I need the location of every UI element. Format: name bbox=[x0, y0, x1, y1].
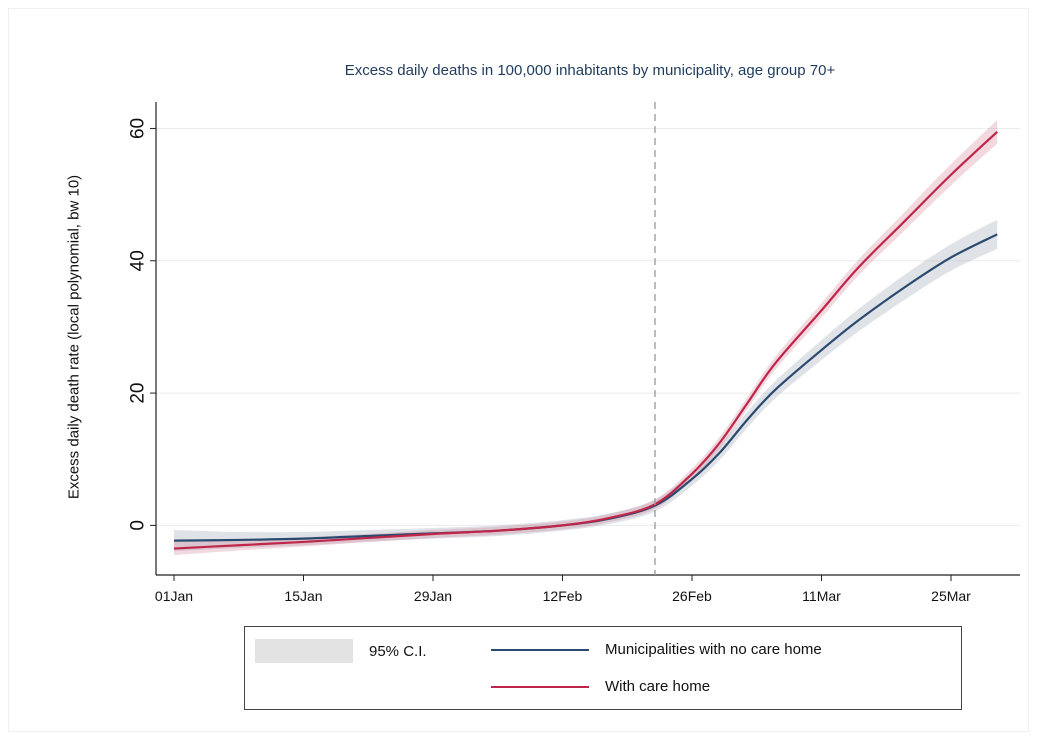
y-tick-label: 40 bbox=[128, 250, 149, 271]
series-line-1 bbox=[173, 233, 998, 542]
series-line-2 bbox=[173, 130, 998, 550]
legend-item-ci: 95% C.I. bbox=[255, 639, 427, 663]
y-tick-label: 0 bbox=[128, 520, 149, 531]
figure-frame bbox=[8, 8, 1029, 732]
x-tick-label: 12Feb bbox=[543, 588, 583, 604]
x-tick-label: 26Feb bbox=[672, 588, 712, 604]
x-tick-label: 25Mar bbox=[931, 588, 971, 604]
line-layer bbox=[173, 130, 998, 550]
ci-layer bbox=[174, 119, 998, 556]
ci-band-1 bbox=[174, 219, 998, 552]
y-tick-label: 60 bbox=[128, 118, 149, 139]
grid-layer bbox=[156, 127, 1020, 526]
legend-label-care-home: With care home bbox=[605, 678, 711, 695]
legend-ci-swatch bbox=[255, 639, 353, 663]
legend-item-care-home: With care home bbox=[491, 678, 710, 695]
axis-layer: 0 20 40 60 01Jan 15Jan 29Jan 12Feb 26Feb 11Mar 25M… bbox=[128, 102, 1020, 604]
y-tick-label: 20 bbox=[128, 383, 149, 404]
legend-item-no-care-home: Municipalities with no care home bbox=[491, 641, 822, 658]
x-tick-label: 11Mar bbox=[802, 588, 841, 604]
x-tick-label: 29Jan bbox=[414, 588, 452, 604]
legend-ci-label: 95% C.I. bbox=[369, 642, 427, 660]
legend: 95% C.I. Municipalities with no care hom… bbox=[244, 626, 962, 710]
ci-band-2 bbox=[174, 119, 998, 556]
chart-title: Excess daily deaths in 100,000 inhabitan… bbox=[344, 62, 836, 79]
x-tick-label: 15Jan bbox=[284, 588, 322, 604]
x-tick-label: 01Jan bbox=[155, 588, 193, 604]
legend-line-care-home bbox=[491, 685, 589, 688]
legend-line-no-care-home bbox=[491, 648, 589, 651]
legend-label-no-care-home: Municipalities with no care home bbox=[605, 641, 822, 658]
